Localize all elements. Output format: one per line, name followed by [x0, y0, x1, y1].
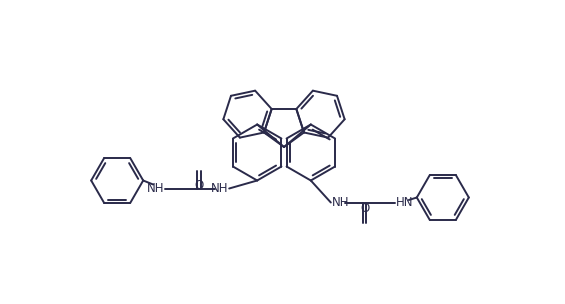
Text: NH: NH — [147, 182, 164, 195]
Text: NH: NH — [211, 182, 228, 195]
Text: NH: NH — [332, 196, 349, 209]
Text: HN: HN — [396, 196, 414, 209]
Text: O: O — [360, 202, 370, 215]
Text: O: O — [194, 178, 204, 192]
